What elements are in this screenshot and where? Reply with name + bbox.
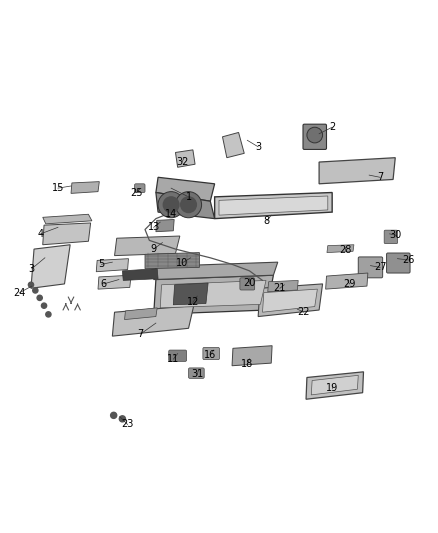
FancyBboxPatch shape: [134, 184, 145, 192]
Text: 20: 20: [243, 278, 256, 288]
Polygon shape: [215, 192, 332, 219]
Text: 23: 23: [121, 419, 134, 430]
Polygon shape: [262, 289, 318, 312]
Polygon shape: [319, 158, 395, 184]
FancyBboxPatch shape: [240, 278, 254, 290]
Polygon shape: [115, 236, 180, 256]
Text: 29: 29: [343, 279, 356, 289]
Polygon shape: [31, 245, 70, 288]
Text: 9: 9: [151, 244, 157, 254]
FancyBboxPatch shape: [358, 257, 383, 278]
Text: 13: 13: [148, 222, 160, 232]
FancyBboxPatch shape: [188, 368, 204, 378]
Text: 19: 19: [326, 383, 338, 393]
Polygon shape: [154, 262, 278, 279]
Text: 27: 27: [374, 262, 386, 272]
FancyBboxPatch shape: [169, 350, 187, 361]
Polygon shape: [327, 245, 354, 253]
Circle shape: [37, 295, 42, 301]
Polygon shape: [96, 259, 128, 272]
Polygon shape: [258, 284, 322, 317]
Text: 26: 26: [402, 255, 414, 265]
Text: 7: 7: [138, 329, 144, 339]
Text: 25: 25: [130, 188, 142, 198]
Text: 1: 1: [185, 192, 191, 202]
Circle shape: [176, 192, 201, 218]
Circle shape: [46, 312, 51, 317]
Text: 32: 32: [176, 157, 188, 167]
Text: 5: 5: [99, 260, 105, 269]
Text: 4: 4: [38, 229, 44, 239]
FancyBboxPatch shape: [203, 348, 219, 360]
Text: 8: 8: [264, 216, 270, 226]
Polygon shape: [219, 196, 328, 215]
Polygon shape: [122, 269, 158, 280]
Text: 14: 14: [165, 209, 177, 219]
Text: 6: 6: [101, 279, 107, 289]
Circle shape: [42, 303, 47, 308]
Text: 7: 7: [377, 172, 383, 182]
FancyBboxPatch shape: [384, 230, 398, 244]
FancyBboxPatch shape: [303, 124, 326, 149]
Circle shape: [163, 197, 179, 213]
Text: 3: 3: [29, 264, 35, 273]
Text: 22: 22: [297, 307, 310, 317]
Text: 12: 12: [187, 297, 199, 307]
Polygon shape: [43, 214, 92, 224]
Circle shape: [158, 192, 184, 218]
Text: 10: 10: [176, 258, 188, 268]
Text: 3: 3: [255, 142, 261, 152]
Text: 16: 16: [204, 350, 216, 360]
Text: 11: 11: [167, 354, 180, 364]
Text: 15: 15: [52, 183, 64, 193]
Polygon shape: [145, 253, 199, 269]
Polygon shape: [156, 192, 215, 219]
Polygon shape: [223, 133, 244, 158]
Text: 21: 21: [274, 283, 286, 293]
Polygon shape: [71, 182, 99, 193]
Circle shape: [119, 416, 125, 422]
Polygon shape: [325, 273, 368, 289]
Text: 28: 28: [339, 245, 351, 255]
Polygon shape: [43, 223, 91, 245]
Polygon shape: [306, 372, 364, 399]
Polygon shape: [156, 220, 174, 232]
Polygon shape: [232, 346, 272, 366]
Text: 24: 24: [14, 288, 26, 297]
Polygon shape: [268, 280, 298, 292]
Polygon shape: [311, 375, 358, 395]
Text: 30: 30: [389, 230, 401, 240]
Circle shape: [111, 413, 117, 418]
Polygon shape: [98, 275, 131, 289]
Circle shape: [33, 288, 38, 293]
Circle shape: [181, 197, 196, 213]
FancyBboxPatch shape: [387, 253, 410, 273]
Text: 18: 18: [241, 359, 254, 369]
Polygon shape: [154, 275, 273, 314]
Polygon shape: [173, 283, 208, 305]
Polygon shape: [156, 177, 215, 201]
Circle shape: [307, 127, 322, 143]
Polygon shape: [176, 150, 195, 167]
Polygon shape: [113, 305, 194, 336]
Text: 2: 2: [329, 122, 335, 132]
Circle shape: [28, 282, 34, 287]
Polygon shape: [124, 308, 157, 320]
Text: 31: 31: [191, 369, 203, 379]
Polygon shape: [160, 280, 266, 308]
